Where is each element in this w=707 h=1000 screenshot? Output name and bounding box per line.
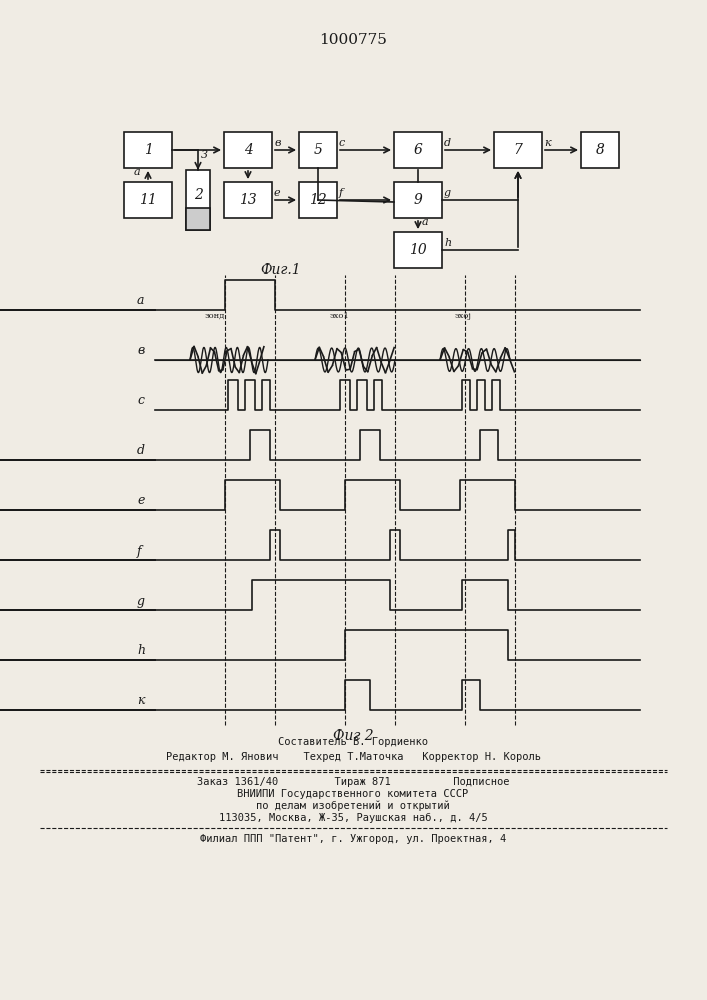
Text: Заказ 1361/40         Тираж 871          Подписное: Заказ 1361/40 Тираж 871 Подписное bbox=[197, 777, 509, 787]
Text: 12: 12 bbox=[309, 193, 327, 207]
Text: Филиал ППП "Патент", г. Ужгород, ул. Проектная, 4: Филиал ППП "Патент", г. Ужгород, ул. Про… bbox=[200, 834, 506, 844]
Text: эхо1: эхо1 bbox=[330, 312, 350, 320]
FancyBboxPatch shape bbox=[394, 132, 442, 168]
Text: 8: 8 bbox=[595, 143, 604, 157]
FancyBboxPatch shape bbox=[186, 170, 210, 230]
Text: 113035, Москва, Ж-35, Раушская наб., д. 4/5: 113035, Москва, Ж-35, Раушская наб., д. … bbox=[218, 813, 487, 823]
Text: в: в bbox=[137, 344, 144, 358]
FancyBboxPatch shape bbox=[224, 182, 272, 218]
Text: 3: 3 bbox=[201, 150, 208, 160]
Text: e: e bbox=[274, 188, 281, 198]
Text: а: а bbox=[134, 167, 141, 177]
Text: 1: 1 bbox=[144, 143, 153, 157]
Text: ВНИИПИ Государственного комитета СССР: ВНИИПИ Государственного комитета СССР bbox=[238, 789, 469, 799]
FancyBboxPatch shape bbox=[124, 132, 172, 168]
FancyBboxPatch shape bbox=[299, 132, 337, 168]
Text: в: в bbox=[275, 138, 281, 148]
Text: с: с bbox=[339, 138, 345, 148]
Text: g: g bbox=[137, 594, 145, 607]
Text: 13: 13 bbox=[239, 193, 257, 207]
FancyBboxPatch shape bbox=[394, 232, 442, 268]
Text: Фиг 2: Фиг 2 bbox=[333, 729, 373, 743]
Text: а: а bbox=[422, 217, 428, 227]
Text: d: d bbox=[444, 138, 451, 148]
Text: по делам изобретений и открытий: по делам изобретений и открытий bbox=[256, 800, 450, 811]
Text: g: g bbox=[444, 188, 451, 198]
Text: 10: 10 bbox=[409, 243, 427, 257]
Text: d: d bbox=[137, 444, 145, 458]
Text: a: a bbox=[137, 294, 144, 308]
Text: e: e bbox=[137, 494, 144, 508]
Text: Редактор М. Янович    Техред Т.Маточка   Корректор Н. Король: Редактор М. Янович Техред Т.Маточка Корр… bbox=[165, 752, 540, 762]
Text: h: h bbox=[444, 238, 451, 248]
FancyBboxPatch shape bbox=[394, 182, 442, 218]
FancyBboxPatch shape bbox=[494, 132, 542, 168]
FancyBboxPatch shape bbox=[299, 182, 337, 218]
Text: f: f bbox=[339, 188, 343, 198]
Text: 4: 4 bbox=[244, 143, 252, 157]
Text: f: f bbox=[137, 544, 141, 558]
Text: эхоj: эхоj bbox=[455, 312, 472, 320]
Text: 5: 5 bbox=[314, 143, 322, 157]
Text: к: к bbox=[544, 138, 551, 148]
Text: Фиг.1: Фиг.1 bbox=[260, 263, 300, 277]
Text: 11: 11 bbox=[139, 193, 157, 207]
Text: Составитель В. Гордиенко: Составитель В. Гордиенко bbox=[278, 737, 428, 747]
FancyBboxPatch shape bbox=[186, 208, 210, 230]
Text: 2: 2 bbox=[194, 188, 202, 202]
Text: 7: 7 bbox=[513, 143, 522, 157]
Text: c: c bbox=[137, 394, 144, 408]
Text: зонд: зонд bbox=[205, 312, 226, 320]
FancyBboxPatch shape bbox=[124, 182, 172, 218]
FancyBboxPatch shape bbox=[224, 132, 272, 168]
Text: 1000775: 1000775 bbox=[319, 33, 387, 47]
Text: 6: 6 bbox=[414, 143, 423, 157]
Text: 9: 9 bbox=[414, 193, 423, 207]
FancyBboxPatch shape bbox=[581, 132, 619, 168]
Text: h: h bbox=[137, 645, 145, 658]
Text: к: к bbox=[137, 694, 144, 708]
